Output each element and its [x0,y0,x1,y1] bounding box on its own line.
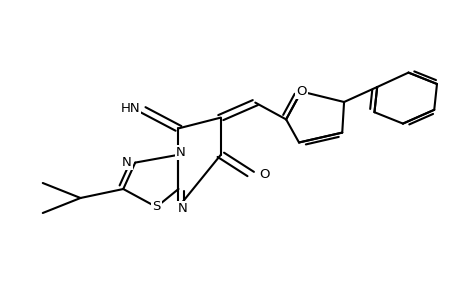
Text: N: N [122,156,131,169]
Text: HN: HN [120,101,140,115]
Text: N: N [177,202,187,215]
Text: O: O [296,85,306,98]
Text: O: O [258,167,269,181]
Text: S: S [152,200,160,214]
Text: N: N [175,146,185,159]
